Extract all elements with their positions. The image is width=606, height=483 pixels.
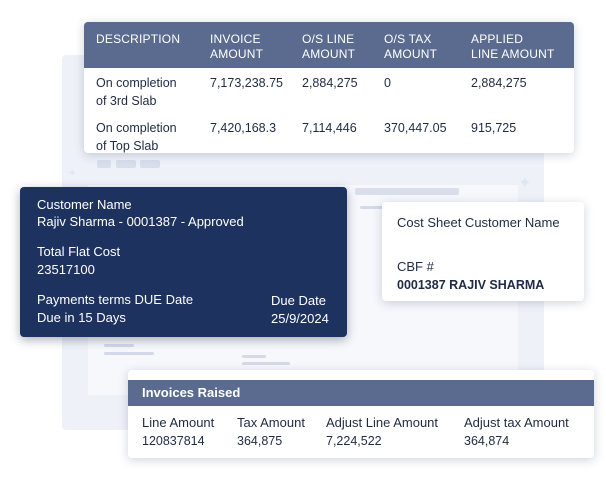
background-line [360,206,386,209]
applied-line-amount-cell: 2,884,275 [471,76,527,90]
os-line-amount-cell: 2,884,275 [302,76,358,90]
due-date-label: Due Date [271,293,326,308]
background-line [242,362,290,365]
background-bar [116,160,136,168]
cbf-value: 0001387 RAJIV SHARMA [397,278,545,292]
table-row[interactable]: On completion of 3rd Slab 7,173,238.75 2,… [84,68,574,114]
background-line [104,352,154,355]
line-amount-value: 120837814 [142,434,205,448]
invoices-raised-title: Invoices Raised [128,380,594,406]
background-bar [140,160,160,168]
applied-line-amount-cell: 915,725 [471,121,517,135]
invoice-amount-cell: 7,420,168.3 [210,121,277,135]
tax-amount-label: Tax Amount [237,415,305,430]
adjust-line-amount-label: Adjust Line Amount [326,415,439,430]
background-bar [97,160,111,168]
line-amount-label: Line Amount [142,415,215,430]
column-header-invoice-amount[interactable]: INVOICE AMOUNT [198,22,290,68]
adjust-line-amount-value: 7,224,522 [326,434,382,448]
os-line-amount-cell: 7,114,446 [302,121,357,135]
invoices-raised-card: Invoices Raised Line Amount 120837814 Ta… [128,370,594,458]
sparkle-icon: ✦ [518,175,532,192]
background-line [242,355,266,358]
cbf-label: CBF # [397,259,434,274]
cost-sheet-title: Cost Sheet Customer Name [397,215,560,230]
background-line [104,344,134,347]
os-tax-amount-cell: 370,447.05 [384,121,447,135]
table-header-row: DESCRIPTION INVOICE AMOUNT O/S LINE AMOUNT… [84,22,574,68]
customer-details-card: Customer Name Rajiv Sharma - 0001387 - A… [20,187,347,337]
column-header-os-tax-amount[interactable]: O/S TAX AMOUNT [372,22,459,68]
background-bar [355,188,459,195]
payment-terms-label: Payments terms DUE Date [37,292,194,307]
column-header-applied-line-amount[interactable]: APPLIED LINE AMOUNT [459,22,574,68]
tax-amount-value: 364,875 [237,434,283,448]
description-cell: On completion of 3rd Slab [96,76,177,108]
adjust-tax-amount-label: Adjust tax Amount [464,415,569,430]
customer-name-value: Rajiv Sharma - 0001387 - Approved [37,214,244,229]
invoice-lines-card: DESCRIPTION INVOICE AMOUNT O/S LINE AMOUNT… [84,22,574,153]
os-tax-amount-cell: 0 [384,76,391,90]
description-cell: On completion of Top Slab [96,121,177,153]
sparkle-icon: ✦ [68,168,77,179]
column-header-description[interactable]: DESCRIPTION [84,22,198,68]
adjust-tax-amount-value: 364,874 [464,434,510,448]
due-date-value: 25/9/2024 [271,311,329,326]
cost-sheet-card: Cost Sheet Customer Name CBF # 0001387 R… [382,202,584,301]
invoice-lines-table: DESCRIPTION INVOICE AMOUNT O/S LINE AMOUNT… [84,22,574,153]
payment-terms-value: Due in 15 Days [37,310,126,325]
total-flat-cost-label: Total Flat Cost [37,244,121,259]
invoice-amount-cell: 7,173,238.75 [210,76,283,90]
customer-name-label: Customer Name [37,197,132,212]
total-flat-cost-value: 23517100 [37,262,95,277]
column-header-os-line-amount[interactable]: O/S LINE AMOUNT [290,22,372,68]
table-row[interactable]: On completion of Top Slab 7,420,168.3 7,1… [84,114,574,153]
